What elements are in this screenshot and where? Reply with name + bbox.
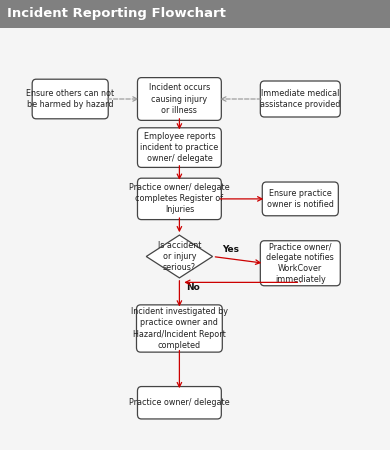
Text: Practice owner/ delegate
completes Register of
Injuries: Practice owner/ delegate completes Regis…	[129, 183, 230, 215]
FancyBboxPatch shape	[138, 128, 222, 167]
Text: Incident occurs
causing injury
or illness: Incident occurs causing injury or illnes…	[149, 83, 210, 115]
Text: Ensure others can not
be harmed by hazard: Ensure others can not be harmed by hazar…	[26, 89, 114, 109]
FancyBboxPatch shape	[32, 79, 108, 119]
Text: Incident Reporting Flowchart: Incident Reporting Flowchart	[7, 8, 226, 20]
FancyBboxPatch shape	[136, 305, 222, 352]
Text: Incident investigated by
practice owner and
Hazard/Incident Report
completed: Incident investigated by practice owner …	[131, 307, 228, 350]
Text: Ensure practice
owner is notified: Ensure practice owner is notified	[267, 189, 334, 209]
FancyBboxPatch shape	[138, 178, 222, 220]
FancyBboxPatch shape	[138, 77, 222, 120]
FancyBboxPatch shape	[0, 0, 390, 28]
FancyBboxPatch shape	[138, 387, 222, 419]
Text: Is accident
or injury
serious?: Is accident or injury serious?	[158, 241, 201, 272]
Text: Practice owner/
delegate notifies
WorkCover
immediately: Practice owner/ delegate notifies WorkCo…	[266, 242, 334, 284]
Text: Practice owner/ delegate: Practice owner/ delegate	[129, 398, 230, 407]
FancyBboxPatch shape	[262, 182, 338, 216]
Text: Employee reports
incident to practice
owner/ delegate: Employee reports incident to practice ow…	[140, 132, 218, 163]
Polygon shape	[146, 235, 213, 278]
FancyBboxPatch shape	[261, 241, 340, 286]
Text: No: No	[186, 284, 200, 292]
Text: Immediate medical
assistance provided: Immediate medical assistance provided	[260, 89, 340, 109]
FancyBboxPatch shape	[261, 81, 340, 117]
Text: Yes: Yes	[222, 245, 239, 254]
